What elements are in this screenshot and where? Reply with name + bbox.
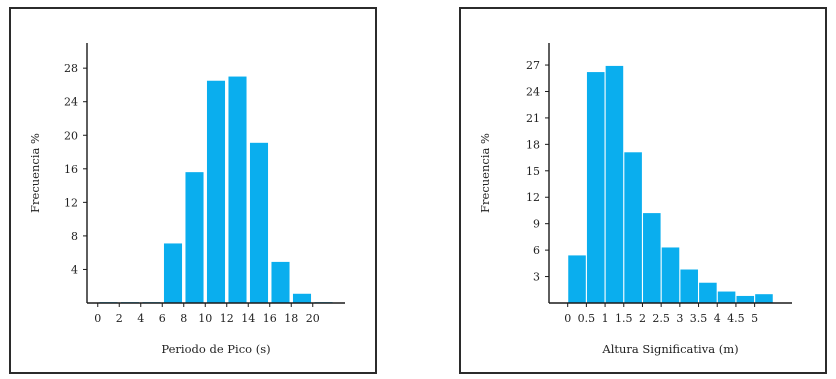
y-tick-label-5: 18 [526,138,540,151]
x-tick-label-8: 16 [263,312,277,325]
y-tick-label-2: 9 [533,218,540,231]
y-tick-label-0: 3 [533,271,540,284]
x-tick-label-0: 0 [564,312,571,325]
y-axis-label: Frecuencia % [28,133,42,213]
x-tick-label-6: 3 [676,312,683,325]
y-tick-label-5: 24 [64,96,78,109]
x-tick-label-8: 4 [714,312,721,325]
bar-7 [249,142,269,303]
x-tick-label-7: 14 [241,312,255,325]
bar-5 [661,247,680,303]
x-tick-label-2: 1 [602,312,609,325]
x-tick-label-1: 2 [116,312,123,325]
x-tick-label-7: 3.5 [690,312,708,325]
y-tick-label-1: 6 [533,244,540,257]
bar-2 [605,65,624,303]
x-tick-label-10: 20 [306,312,320,325]
y-tick-label-6: 28 [64,62,78,75]
y-tick-label-3: 12 [526,191,540,204]
x-tick-label-0: 0 [94,312,101,325]
bar-7 [699,282,717,303]
y-tick-label-4: 20 [64,129,78,142]
chart-panel-altura-significativa: 3 6 9 12 15 18 21 24 27 0 0.5 1 1.5 2 2.5 3 3.5 4 4.5 5 Altu… [459,7,827,374]
chart-altura-significativa: 3 6 9 12 15 18 21 24 27 0 0.5 1 1.5 2 2.5 3 3.5 4 4.5 5 Altu… [478,43,792,356]
x-tick-label-6: 12 [220,312,234,325]
x-tick-label-9: 4.5 [727,312,745,325]
x-tick-label-4: 8 [180,312,187,325]
bar-9 [736,295,755,303]
x-tick-label-9: 18 [284,312,298,325]
bar-1 [586,72,605,303]
x-axis-label: Altura Significativa (m) [601,342,738,356]
bar-6 [680,269,698,303]
x-tick-label-10: 5 [751,312,758,325]
y-tick-label-7: 24 [526,85,540,98]
bar-4 [643,213,661,303]
bar-4 [185,172,204,303]
x-axis-label: Periodo de Pico (s) [161,342,270,356]
bar-3 [163,243,183,303]
bar-6 [228,76,247,303]
x-tick-label-2: 4 [137,312,144,325]
y-tick-label-8: 27 [526,59,540,72]
y-tick-label-0: 4 [71,263,78,276]
y-tick-label-2: 12 [64,196,78,209]
bar-3 [624,152,642,303]
bar-10 [755,294,773,303]
x-tick-label-3: 6 [159,312,166,325]
chart-panel-periodo-pico: 4 8 12 16 20 24 28 0 2 4 6 8 10 12 14 16 18 20 Periodo de … [9,7,377,374]
x-tick-label-5: 10 [198,312,212,325]
x-tick-label-1: 0.5 [578,312,596,325]
bar-8 [271,261,290,303]
y-tick-label-4: 15 [526,165,540,178]
y-tick-label-1: 8 [71,230,78,243]
y-axis-label: Frecuencia % [478,133,492,213]
y-tick-label-3: 16 [64,163,78,176]
y-tick-label-6: 21 [526,112,540,125]
bar-9 [292,293,312,303]
bar-8 [717,291,736,303]
bar-5 [206,80,226,304]
x-tick-label-4: 2 [639,312,646,325]
x-tick-label-3: 1.5 [615,312,633,325]
bar-0 [568,255,586,303]
x-tick-label-5: 2.5 [652,312,670,325]
